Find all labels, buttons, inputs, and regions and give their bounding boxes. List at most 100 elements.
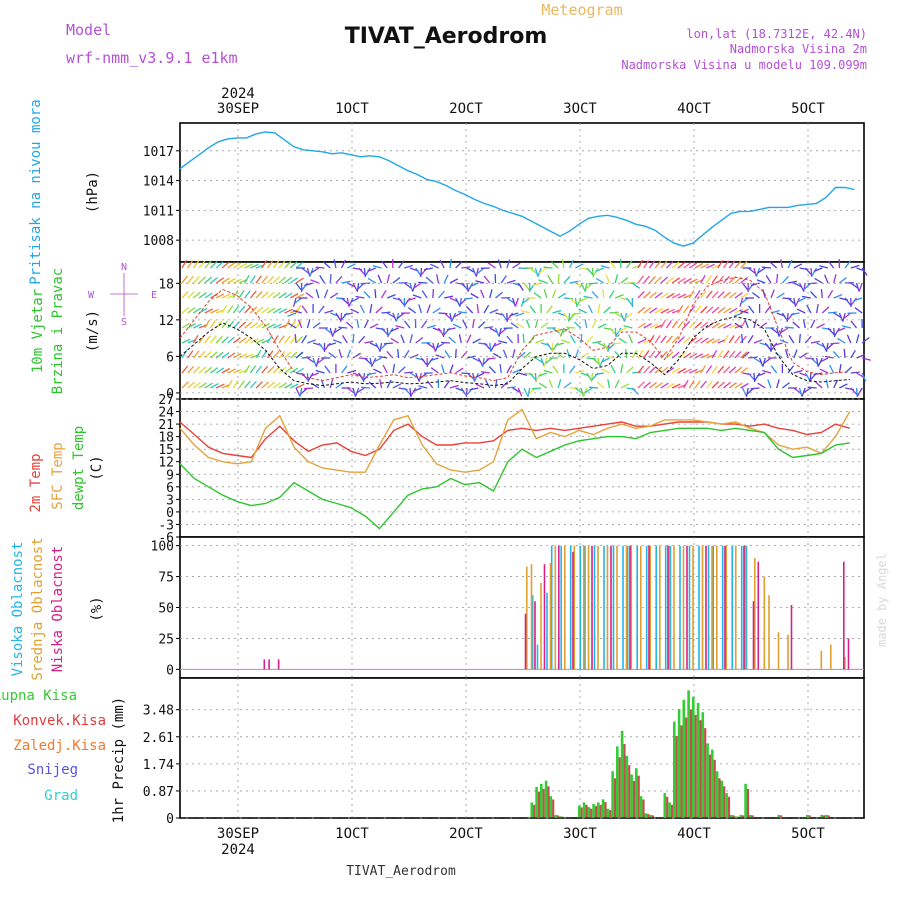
temp-ylabel-1: 2m Temp	[28, 453, 44, 512]
wind-ytick-label: 18	[158, 277, 174, 292]
precip-bar-total	[602, 799, 605, 818]
wind-barb	[364, 373, 365, 382]
model-altitude: Nadmorska Visina u modelu 109.099m	[621, 58, 867, 72]
precip-bar-total	[664, 793, 667, 818]
precip-bar-conv	[638, 776, 640, 818]
wind-barb	[433, 289, 434, 298]
pressure-ytick-label: 1008	[143, 234, 174, 249]
wind-barb	[330, 274, 331, 283]
wind-barb	[808, 387, 817, 388]
precip-ytick-label: 2.61	[143, 731, 174, 746]
wind-barb	[830, 343, 839, 344]
precip-panel: 00.871.742.613.48 Ukupna Kisa Konvek.Kis…	[0, 678, 864, 827]
wind-barb	[587, 358, 596, 359]
precip-bar-conv	[728, 797, 730, 818]
wind-barb	[364, 268, 365, 277]
precip-bar-conv	[690, 710, 692, 818]
wind-barb	[523, 334, 524, 343]
precip-bar-total	[531, 802, 534, 818]
wind-barb	[632, 372, 641, 373]
wind-barb	[341, 313, 342, 322]
precip-label-conv: Konvek.Kisa	[13, 713, 106, 729]
wind-barb	[421, 268, 422, 277]
precip-bar-conv	[543, 789, 545, 818]
precip-bar-conv	[718, 778, 720, 818]
precip-bar-conv	[600, 805, 602, 818]
wind-barb	[302, 357, 311, 358]
wind-frame	[180, 262, 864, 399]
wind-barb	[295, 334, 296, 343]
precip-bar-total	[550, 796, 553, 818]
wind-barb	[782, 298, 791, 299]
cloud-unit: (%)	[89, 596, 105, 621]
header: Model wrf-nmm_v3.9.1 e1km Meteogram TIVA…	[66, 1, 867, 72]
precip-bar-total	[635, 768, 638, 818]
temp-ylabel-3: dewpt Temp	[71, 426, 87, 510]
cloud-ylabel-3: Niska Oblacnost	[50, 546, 66, 672]
wind-barb	[615, 328, 616, 337]
precip-bar-conv	[581, 807, 583, 818]
wind-barb	[569, 313, 570, 322]
wind-barb	[589, 283, 598, 284]
temperature-frame	[180, 399, 864, 537]
compass-e: E	[151, 290, 157, 301]
precip-bar-conv	[747, 789, 749, 818]
wind-barb	[821, 289, 822, 298]
wind-barb	[441, 342, 450, 343]
precip-bar-total	[721, 781, 724, 818]
precip-bar-total	[545, 781, 548, 818]
wind-barb	[566, 327, 575, 328]
wind-barb	[444, 328, 445, 337]
wind-barb	[592, 268, 593, 277]
wind-barb	[418, 282, 427, 283]
wind-barb	[787, 313, 788, 322]
precip-bar-total	[645, 813, 648, 818]
precip-ytick-label: 1.74	[143, 758, 174, 773]
precip-bar-total	[706, 743, 709, 818]
wind-barb	[316, 267, 325, 268]
wind-barb	[466, 388, 467, 397]
compass-w: W	[88, 290, 95, 301]
precip-bar-conv	[547, 786, 549, 818]
bottom-date-label: 2OCT	[449, 826, 483, 842]
bottom-date-label: 30SEP	[217, 826, 259, 842]
wind-barb	[612, 343, 621, 344]
precip-bar-conv	[619, 757, 621, 818]
wind-barb	[834, 328, 835, 337]
precip-bar-conv	[642, 800, 644, 819]
precip-bar-total	[621, 731, 624, 818]
top-date-label: 4OCT	[677, 101, 711, 117]
bottom-date-label: 5OCT	[791, 826, 825, 842]
precip-bar-conv	[590, 809, 592, 818]
precip-bar-conv	[623, 744, 625, 818]
pressure-frame	[180, 123, 864, 262]
precip-bar-total	[630, 774, 633, 818]
wind-barb	[544, 267, 553, 268]
precip-ytick-label: 3.48	[143, 704, 174, 719]
precip-bar-conv	[704, 728, 706, 818]
coordinates: lon,lat (18.7312E, 42.4N)	[686, 27, 867, 41]
product-title: Meteogram	[541, 1, 622, 19]
precip-bar-conv	[709, 755, 711, 819]
precip-label-freezing: Zaledj.Kisa	[13, 738, 106, 754]
top-date-label: 1OCT	[335, 101, 369, 117]
wind-barb	[361, 283, 370, 284]
wind-barb	[805, 358, 814, 359]
precip-bar-conv	[604, 802, 606, 818]
precip-bar-conv	[666, 797, 668, 818]
wind-ytick-label: 6	[166, 350, 174, 365]
wind-barb	[777, 274, 778, 283]
wind-barb	[387, 328, 388, 337]
precip-bar-conv	[714, 760, 716, 818]
precip-ytick-label: 0	[166, 812, 174, 827]
precip-bar-total	[540, 784, 543, 818]
precip-bar-total	[725, 793, 728, 818]
bottom-date-label: 4OCT	[677, 826, 711, 842]
wind-barb	[530, 357, 539, 358]
precip-bar-total	[683, 700, 686, 818]
compass-n: N	[121, 262, 127, 273]
wind-barb	[359, 358, 368, 359]
wind-barb	[384, 343, 393, 344]
wind-barb	[382, 312, 391, 313]
